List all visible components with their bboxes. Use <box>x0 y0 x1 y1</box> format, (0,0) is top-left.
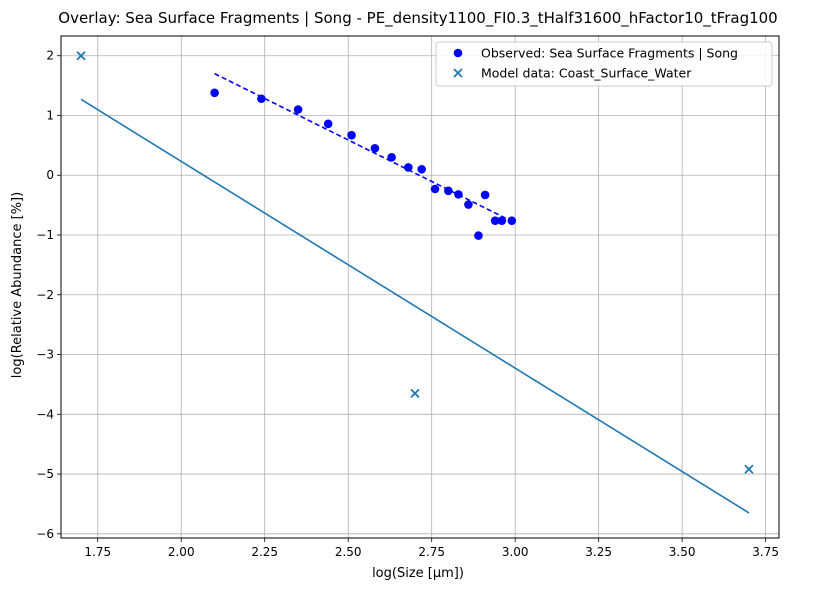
observed-point <box>474 231 483 240</box>
y-tick-label: −3 <box>36 348 54 362</box>
x-axis: 1.75 2.00 2.25 2.50 2.75 3.00 3.25 3.50 3.75 <box>84 538 779 559</box>
observed-point <box>293 105 303 114</box>
x-tick-label: 1.75 <box>84 545 111 559</box>
observed-fit-line <box>214 72 513 222</box>
grid <box>61 36 779 538</box>
y-tick-label: −6 <box>36 527 54 541</box>
series-layer <box>76 51 754 514</box>
y-tick-label: −5 <box>36 467 54 481</box>
legend-label: Model data: Coast_Surface_Water <box>481 66 692 81</box>
x-tick-label: 3.25 <box>585 545 612 559</box>
y-tick-label: −4 <box>36 407 54 421</box>
observed-point <box>323 119 333 129</box>
plot-background <box>61 36 779 538</box>
x-axis-label: log(Size [μm]) <box>372 566 464 581</box>
x-tick-label: 3.50 <box>669 545 696 559</box>
model-points <box>76 51 754 474</box>
x-tick-label: 3.00 <box>502 545 529 559</box>
observed-point <box>497 216 507 225</box>
model-fit-line <box>80 98 750 514</box>
x-marker-stroke <box>410 388 420 399</box>
x-tick-label: 2.50 <box>335 545 362 559</box>
observed-point <box>490 216 500 225</box>
observed-point <box>347 130 356 140</box>
observed-point <box>404 163 413 172</box>
y-tick-label: −2 <box>36 288 54 302</box>
y-tick-label: 1 <box>46 108 54 122</box>
y-tick-label: 0 <box>46 168 54 182</box>
plot-area <box>60 35 780 539</box>
y-tick-label: −1 <box>36 228 54 242</box>
y-axis-label: log(Relative Abundance [%]) <box>10 192 25 378</box>
x-tick-label: 2.00 <box>168 545 195 559</box>
observed-points <box>210 88 517 240</box>
observed-point <box>464 200 473 209</box>
y-axis: −6 −5 −4 −3 −2 −1 0 1 2 <box>36 49 61 541</box>
model-point <box>76 51 86 61</box>
model-point <box>744 464 754 474</box>
observed-point <box>370 144 380 153</box>
observed-point <box>210 88 219 98</box>
legend: Observed: Sea Surface Fragments | Song Mo… <box>435 41 773 87</box>
x-marker-stroke <box>76 51 86 61</box>
legend-marker <box>453 68 463 78</box>
chart-title: Overlay: Sea Surface Fragments | Song - … <box>58 9 777 28</box>
model-point <box>410 388 420 399</box>
observed-point <box>417 164 426 174</box>
plot-frame <box>60 35 780 539</box>
legend-box <box>435 41 773 87</box>
legend-marker <box>453 48 463 58</box>
x-tick-label: 3.75 <box>752 545 779 559</box>
legend-label: Observed: Sea Surface Fragments | Song <box>481 46 738 61</box>
x-tick-label: 2.25 <box>251 545 278 559</box>
observed-point <box>430 184 440 194</box>
x-marker-stroke <box>453 68 463 78</box>
x-marker-stroke <box>744 464 754 474</box>
x-tick-label: 2.75 <box>418 545 445 559</box>
observed-point <box>387 153 396 162</box>
y-tick-label: 2 <box>46 49 54 63</box>
observed-point <box>480 190 490 200</box>
